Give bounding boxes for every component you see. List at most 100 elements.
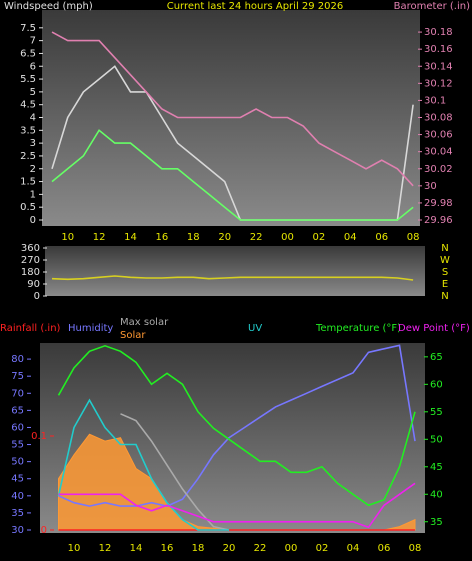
y-tick-label: 360 [21,243,40,254]
y2-tick-label: 30.1 [424,95,446,106]
y-tick-label: 5 [30,87,36,98]
x-tick-label: 22 [254,543,267,554]
y-tick-label: 55 [11,440,24,451]
series-line [120,413,230,531]
x-tick-label: 04 [344,232,357,243]
x-tick-label: 18 [187,232,200,243]
y-tick-label: 70 [11,388,24,399]
y-tick-label: 0 [30,215,36,226]
y2-tick-label: 45 [430,462,443,473]
y-tick-label: 1.5 [20,177,36,188]
legend-entry: Humidity [68,323,113,334]
x-tick-label: 06 [378,543,391,554]
x-tick-label: 06 [375,232,388,243]
y-tick-label: 80 [11,354,24,365]
y-tick-label: 3 [30,138,36,149]
series-line [51,31,414,187]
y-tick-label: 4.5 [20,100,36,111]
x-tick-label: 12 [99,543,112,554]
x-tick-label: 08 [409,543,422,554]
y-tick-label: 4 [30,113,36,124]
y3-tick-label: 0.1 [31,431,47,442]
x-tick-label: 14 [124,232,137,243]
x-tick-label: 10 [61,232,74,243]
x-tick-label: 14 [130,543,143,554]
y2-tick-label: 35 [430,517,443,528]
series-line [51,129,414,221]
legend-entry: Temperature (°F) [315,323,401,334]
legend-entry: Rainfall (.in) [0,323,61,334]
series-line [51,275,414,281]
y2-tick-label: 29.96 [424,215,453,226]
direction-panel [45,246,425,296]
direction-label: N [441,243,448,254]
y2-tick-label: 30.12 [424,78,453,89]
y-tick-label: 270 [21,255,40,266]
legend-entry: UV [248,323,262,334]
y-tick-label: 2 [30,164,36,175]
x-tick-label: 16 [156,232,169,243]
direction-label: S [442,267,448,278]
legend-entry: Solar [120,330,146,341]
y2-tick-label: 65 [430,352,443,363]
x-tick-label: 04 [347,543,360,554]
y-tick-label: 90 [27,279,40,290]
y-tick-label: 2.5 [20,151,36,162]
x-tick-label: 22 [250,232,263,243]
y-tick-label: 5.5 [20,74,36,85]
barometer-axis-title: Barometer (.in) [394,1,470,12]
y-tick-label: 6.5 [20,48,36,59]
y-tick-label: 7.5 [20,23,36,34]
y2-tick-label: 29.98 [424,198,453,209]
y2-tick-label: 30.16 [424,44,453,55]
y-tick-label: 40 [11,491,24,502]
y-tick-label: 65 [11,405,24,416]
y-tick-label: 35 [11,508,24,519]
series-line [58,344,416,507]
y2-tick-label: 30.08 [424,113,453,124]
x-tick-label: 16 [161,543,174,554]
y-tick-label: 50 [11,457,24,468]
y-tick-label: 30 [11,525,24,536]
x-tick-label: 20 [223,543,236,554]
y-tick-label: 3.5 [20,125,36,136]
y-tick-label: 0 [34,291,40,302]
y-tick-label: 1 [30,189,36,200]
x-tick-label: 00 [281,232,294,243]
y2-tick-label: 60 [430,379,443,390]
y-tick-label: 6 [30,61,36,72]
x-tick-label: 02 [313,232,326,243]
y-tick-label: 180 [21,267,40,278]
x-tick-label: 20 [218,232,231,243]
y-tick-label: 45 [11,474,24,485]
wind-axis-title: Windspeed (mph) [4,1,93,12]
x-tick-label: 18 [192,543,205,554]
series-line [58,482,416,529]
y3-tick-label: 0 [41,525,47,536]
y2-tick-label: 30.06 [424,130,453,141]
chart-title: Current last 24 hours April 29 2026 [167,1,344,12]
x-tick-label: 02 [316,543,329,554]
direction-label: N [441,291,448,302]
x-tick-label: 00 [285,543,298,554]
y2-tick-label: 30.04 [424,147,453,158]
direction-label: E [442,279,448,290]
y2-tick-label: 55 [430,407,443,418]
legend-entry: Max solar [120,317,169,328]
y2-tick-label: 50 [430,434,443,445]
x-tick-label: 10 [68,543,81,554]
x-tick-label: 08 [407,232,420,243]
y2-tick-label: 40 [430,489,443,500]
legend-entry: Dew Point (°F) [398,323,470,334]
series-line [57,344,416,507]
direction-label: W [440,255,450,266]
y2-tick-label: 30.18 [424,27,453,38]
y2-tick-label: 30 [424,181,437,192]
y-tick-label: 7 [30,36,36,47]
y-tick-label: 0.5 [20,202,36,213]
x-tick-label: 12 [93,232,106,243]
series-line [57,398,229,531]
y-tick-label: 75 [11,371,24,382]
y2-tick-label: 30.02 [424,164,453,175]
